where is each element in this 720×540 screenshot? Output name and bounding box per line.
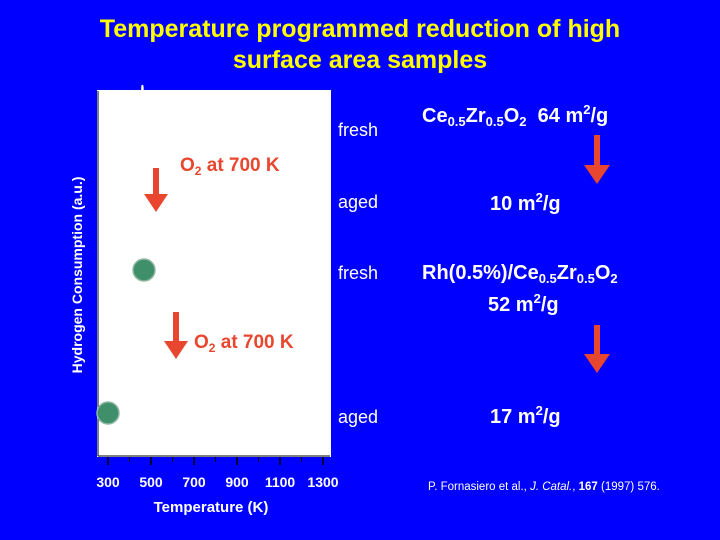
curve-label-aged-2: aged	[338, 407, 379, 427]
sample-rh-area: 52 m2/g	[488, 291, 559, 316]
x-tick-label-1100: 1100	[265, 474, 296, 490]
citation: P. Fornasiero et al., J. Catal., 167 (19…	[428, 481, 660, 493]
o2-annotation-2: O2 at 700 K	[194, 332, 294, 355]
curve-label-fresh-1: fresh	[338, 120, 379, 140]
x-tick-label-500: 500	[139, 474, 163, 490]
o2-arrow-2	[164, 312, 188, 359]
sample-ceria-zirconia: Ce0.5Zr0.5O2 64 m2/g	[422, 102, 609, 129]
x-tick-label-700: 700	[182, 474, 206, 490]
rh-aged-marker	[96, 401, 120, 425]
x-tick-label-1300: 1300	[307, 474, 338, 490]
x-tick-label-900: 900	[225, 474, 249, 490]
page-title: Temperature programmed reduction of high…	[0, 14, 720, 76]
x-tick-label-300: 300	[96, 474, 120, 490]
title-line-2: surface area samples	[232, 46, 488, 74]
o2-arrow-1	[144, 168, 168, 212]
trace-ce-zr-fresh	[107, 118, 324, 158]
curve-label-aged-1: aged	[338, 192, 379, 212]
sample-arrow-1	[584, 135, 610, 184]
trace-ce-zr-aged	[108, 173, 323, 214]
sample-arrow-2	[584, 325, 610, 373]
sample-rh-aged-area: 17 m2/g	[490, 403, 561, 428]
title-line-1: Temperature programmed reduction of high	[99, 15, 621, 43]
y-axis-title: Hydrogen Consumption (a.u.)	[69, 177, 85, 374]
o2-annotation-1: O2 at 700 K	[180, 155, 280, 178]
trace-rh-ce-zr-aged	[107, 84, 323, 426]
sample-ceria-zirconia-aged-area: 10 m2/g	[490, 190, 561, 215]
sample-rh-ceria-zirconia: Rh(0.5%)/Ce0.5Zr0.5O2	[422, 262, 618, 286]
rh-fresh-marker	[132, 258, 156, 282]
x-axis-title: Temperature (K)	[154, 499, 269, 516]
x-tick-layer: 300 500 700 900 1100 1300	[96, 457, 339, 490]
curve-label-fresh-2: fresh	[338, 263, 379, 283]
